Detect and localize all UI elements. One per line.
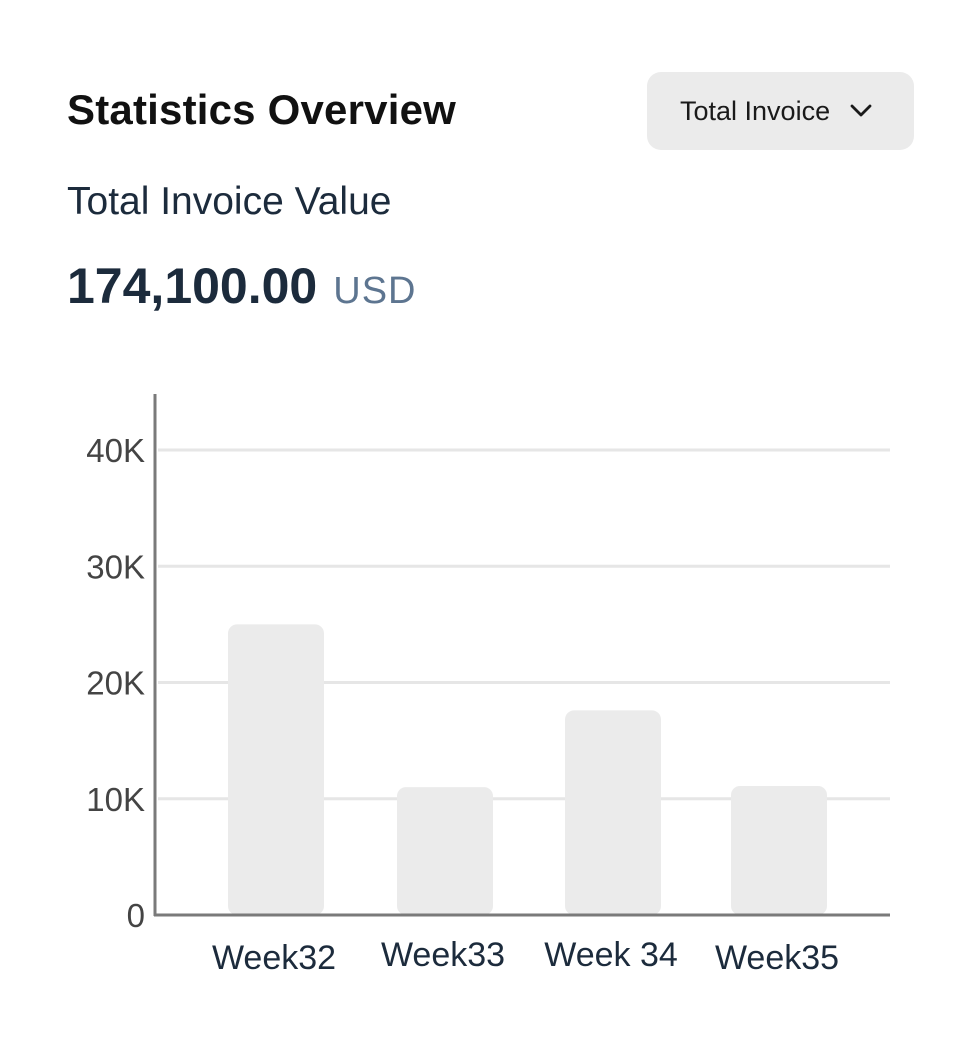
x-tick-label: Week35 — [715, 939, 839, 977]
metric-value: 174,100.00 — [67, 258, 318, 314]
bar-week35[interactable] — [731, 785, 827, 915]
y-tick-label: 10K — [86, 781, 145, 818]
bar-week34[interactable] — [565, 710, 661, 915]
dropdown-selected-value: Total Invoice — [680, 96, 831, 126]
bar-week32[interactable] — [228, 624, 324, 915]
chevron-down-icon — [850, 104, 872, 117]
y-tick-label: 0 — [127, 897, 145, 934]
y-tick-label: 30K — [86, 548, 145, 585]
metric-summary: 174,100.00 USD — [67, 256, 416, 321]
x-tick-label: Week32 — [212, 939, 336, 977]
metric-currency: USD — [333, 270, 417, 312]
metric-dropdown[interactable]: Total Invoice — [647, 72, 914, 150]
metric-label: Total Invoice Value — [67, 180, 392, 223]
bar-week33[interactable] — [397, 787, 493, 915]
page-title: Statistics Overview — [67, 86, 456, 133]
x-tick-label: Week33 — [381, 936, 505, 974]
y-tick-label: 20K — [86, 665, 145, 702]
x-tick-label: Week 34 — [544, 936, 678, 974]
y-tick-label: 40K — [86, 432, 145, 469]
